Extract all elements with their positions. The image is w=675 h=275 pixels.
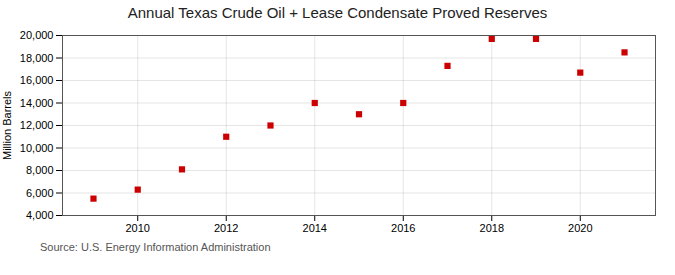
svg-text:6,000: 6,000	[26, 187, 54, 199]
html-text:Annual Texas Crude Oil + Lease: Annual Texas Crude Oil + Lease Condensat…	[127, 4, 548, 21]
svg-text:12,000: 12,000	[20, 119, 54, 131]
svg-text:4,000: 4,000	[26, 209, 54, 221]
svg-text:8,000: 8,000	[26, 164, 54, 176]
svg-text:10,000: 10,000	[20, 142, 54, 154]
html-text:Source: U.S. Energy Informatio: Source: U.S. Energy Information Administ…	[40, 241, 271, 253]
svg-text:2016: 2016	[391, 222, 415, 234]
svg-text:2020: 2020	[568, 222, 592, 234]
svg-text:14,000: 14,000	[20, 97, 54, 109]
svg-text:2018: 2018	[480, 222, 504, 234]
svg-text:20,000: 20,000	[20, 29, 54, 41]
svg-text:Million Barrels: Million Barrels	[1, 90, 13, 160]
svg-text:16,000: 16,000	[20, 74, 54, 86]
svg-text:2010: 2010	[125, 222, 149, 234]
svg-text:2012: 2012	[214, 222, 238, 234]
svg-text:18,000: 18,000	[20, 52, 54, 64]
svg-text:2014: 2014	[303, 222, 327, 234]
